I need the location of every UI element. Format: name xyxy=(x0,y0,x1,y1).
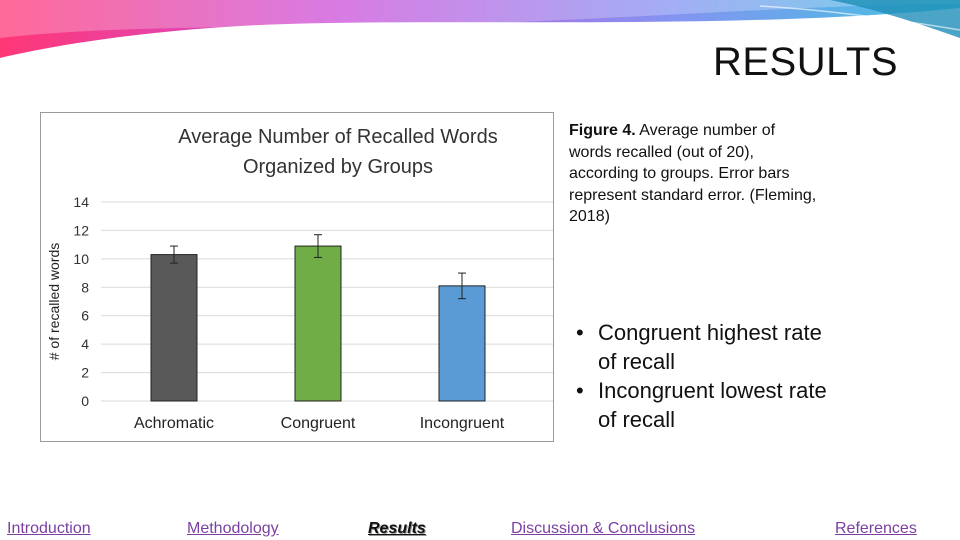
findings-list: • Congruent highest rate of recall • Incon… xyxy=(576,318,836,434)
nav-discussion-link[interactable]: Discussion & Conclusions xyxy=(511,520,696,537)
x-tick-label: Achromatic xyxy=(134,415,214,432)
y-tick-label: 2 xyxy=(81,365,89,381)
figure-label: Figure 4. xyxy=(569,122,636,139)
chart-container: Average Number of Recalled Words Organize… xyxy=(40,112,554,442)
y-tick-label: 10 xyxy=(73,251,89,267)
bullet-icon: • xyxy=(576,320,584,345)
figure-caption-text: Average number of words recalled (out of… xyxy=(569,122,817,225)
figure-caption: Figure 4. Average number of words recall… xyxy=(569,120,819,228)
bar-chart: Average Number of Recalled Words Organize… xyxy=(46,126,553,432)
bar xyxy=(438,285,486,402)
nav-references-link[interactable]: References xyxy=(835,520,917,537)
y-tick-label: 8 xyxy=(81,279,89,295)
nav-results-link[interactable]: Results xyxy=(368,520,426,537)
x-tick-label: Congruent xyxy=(281,415,356,432)
nav-introduction-link[interactable]: Introduction xyxy=(7,520,91,537)
bar xyxy=(150,254,198,402)
header-decoration xyxy=(0,0,960,58)
bullet-icon: • xyxy=(576,378,584,403)
nav-methodology-link[interactable]: Methodology xyxy=(187,520,279,537)
chart-title-line: Average Number of Recalled Words xyxy=(178,126,497,148)
bar xyxy=(294,245,342,402)
list-item: • Congruent highest rate of recall xyxy=(576,320,822,374)
y-tick-label: 4 xyxy=(81,336,89,352)
x-tick-label: Incongruent xyxy=(420,415,505,432)
y-axis-label: # of recalled words xyxy=(46,243,62,361)
y-tick-label: 0 xyxy=(81,393,89,409)
y-tick-label: 14 xyxy=(73,194,89,210)
list-item: • Incongruent lowest rate of recall xyxy=(576,378,827,432)
y-tick-label: 12 xyxy=(73,222,89,238)
y-tick-label: 6 xyxy=(81,308,89,324)
slide-title: RESULTS xyxy=(712,40,898,84)
chart-title-line: Organized by Groups xyxy=(243,156,433,178)
